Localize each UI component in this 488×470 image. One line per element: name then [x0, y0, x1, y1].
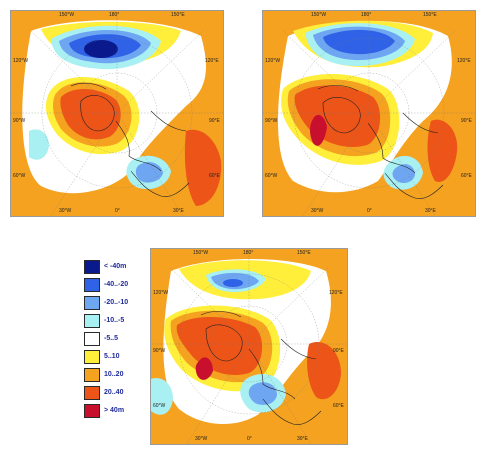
anomaly-map-bottom-center: 150°W 180° 150°E 120°W 90°W 60°W 120°E 9…	[150, 248, 348, 445]
lon-label: 30°W	[311, 208, 324, 214]
lon-label: 30°E	[425, 208, 436, 214]
legend-label: -10..-5	[104, 317, 125, 324]
lon-label: 150°W	[193, 250, 209, 256]
legend-item: > 40m	[84, 404, 144, 418]
anomaly-map-top-right: 150°W 180° 150°E 120°W 90°W 60°W 120°E 9…	[262, 10, 476, 217]
lon-label: 30°E	[173, 208, 184, 214]
lon-label: 60°E	[209, 173, 220, 179]
legend-item: -10..-5	[84, 314, 144, 328]
lon-label: 60°E	[461, 173, 472, 179]
legend-item: 10..20	[84, 368, 144, 382]
legend-swatch	[84, 350, 100, 364]
lon-label: 90°W	[265, 118, 278, 124]
lon-label: 60°W	[13, 173, 26, 179]
legend-item: -5..5	[84, 332, 144, 346]
lon-label: 180°	[109, 12, 120, 18]
lon-label: 150°E	[171, 12, 185, 18]
lon-label: 0°	[367, 208, 372, 214]
legend-swatch	[84, 278, 100, 292]
lon-label: 120°W	[265, 58, 281, 64]
lon-label: 30°W	[195, 436, 208, 442]
legend-swatch	[84, 368, 100, 382]
lon-label: 180°	[243, 250, 254, 256]
lon-label: 150°W	[59, 12, 75, 18]
lon-label: 120°E	[205, 58, 219, 64]
lon-label: 150°E	[297, 250, 311, 256]
legend-label: < -40m	[104, 263, 127, 270]
lon-label: 180°	[361, 12, 372, 18]
legend-item: -20..-10	[84, 296, 144, 310]
lon-label: 90°W	[153, 348, 166, 354]
legend-swatch	[84, 386, 100, 400]
legend-swatch	[84, 260, 100, 274]
lon-label: 120°W	[13, 58, 29, 64]
lon-label: 90°E	[461, 118, 472, 124]
legend-label: > 40m	[104, 407, 125, 414]
legend-swatch	[84, 332, 100, 346]
legend-swatch	[84, 296, 100, 310]
legend-item: 20..40	[84, 386, 144, 400]
anomaly-map-top-left: 150°W 180° 150°E 120°W 90°W 60°W 120°E 9…	[10, 10, 224, 217]
legend-label: -40..-20	[104, 281, 129, 288]
map-field	[151, 249, 347, 444]
lon-label: 120°E	[457, 58, 471, 64]
lon-label: 60°E	[333, 403, 344, 409]
legend-swatch	[84, 404, 100, 418]
lon-label: 30°W	[59, 208, 72, 214]
legend-item: -40..-20	[84, 278, 144, 292]
lon-label: 90°E	[333, 348, 344, 354]
lon-label: 0°	[247, 436, 252, 442]
legend-label: -5..5	[104, 335, 119, 342]
lon-label: 150°E	[423, 12, 437, 18]
lon-label: 150°W	[311, 12, 327, 18]
lon-label: 120°W	[153, 290, 169, 296]
legend-label: 5..10	[104, 353, 120, 360]
lon-label: 30°E	[297, 436, 308, 442]
lon-label: 60°W	[153, 403, 166, 409]
legend-swatch	[84, 314, 100, 328]
legend-item: 5..10	[84, 350, 144, 364]
legend-label: 20..40	[104, 389, 124, 396]
lon-label: 0°	[115, 208, 120, 214]
map-field	[11, 11, 223, 216]
map-field	[263, 11, 475, 216]
lon-label: 90°W	[13, 118, 26, 124]
lon-label: 60°W	[265, 173, 278, 179]
legend-item: < -40m	[84, 260, 144, 274]
legend-label: 10..20	[104, 371, 124, 378]
lon-label: 90°E	[209, 118, 220, 124]
lon-label: 120°E	[329, 290, 343, 296]
legend-label: -20..-10	[104, 299, 129, 306]
